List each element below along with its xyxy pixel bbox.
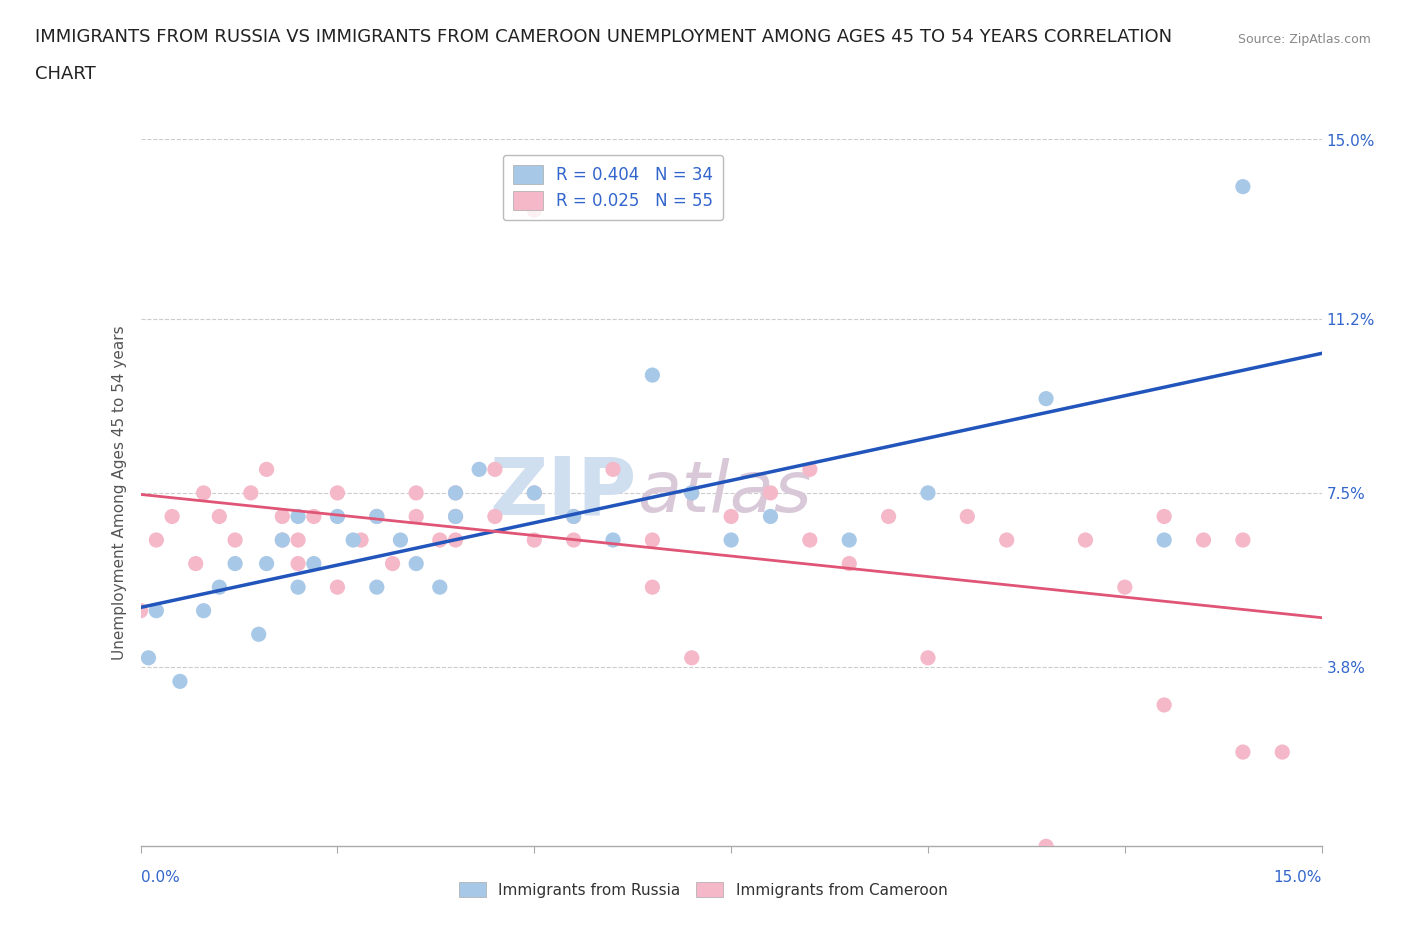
- Point: [366, 579, 388, 594]
- Point: [287, 556, 309, 571]
- Point: [381, 556, 404, 571]
- Point: [208, 579, 231, 594]
- Point: [1035, 839, 1057, 854]
- Legend: Immigrants from Russia, Immigrants from Cameroon: Immigrants from Russia, Immigrants from …: [453, 875, 953, 904]
- Point: [1192, 533, 1215, 548]
- Point: [429, 533, 451, 548]
- Point: [523, 533, 546, 548]
- Point: [484, 462, 506, 477]
- Point: [366, 509, 388, 524]
- Point: [1232, 179, 1254, 194]
- Point: [184, 556, 207, 571]
- Point: [917, 485, 939, 500]
- Text: ZIP: ZIP: [489, 454, 637, 532]
- Point: [366, 509, 388, 524]
- Point: [562, 533, 585, 548]
- Point: [562, 509, 585, 524]
- Point: [1035, 392, 1057, 406]
- Point: [193, 485, 215, 500]
- Point: [523, 485, 546, 500]
- Point: [602, 462, 624, 477]
- Point: [956, 509, 979, 524]
- Point: [326, 509, 349, 524]
- Point: [877, 509, 900, 524]
- Point: [444, 509, 467, 524]
- Point: [405, 556, 427, 571]
- Point: [239, 485, 262, 500]
- Point: [641, 367, 664, 382]
- Point: [602, 533, 624, 548]
- Point: [838, 556, 860, 571]
- Point: [129, 604, 152, 618]
- Point: [287, 579, 309, 594]
- Text: IMMIGRANTS FROM RUSSIA VS IMMIGRANTS FROM CAMEROON UNEMPLOYMENT AMONG AGES 45 TO: IMMIGRANTS FROM RUSSIA VS IMMIGRANTS FRO…: [35, 28, 1173, 46]
- Point: [1074, 533, 1097, 548]
- Point: [1153, 509, 1175, 524]
- Point: [256, 462, 278, 477]
- Point: [468, 462, 491, 477]
- Point: [995, 533, 1018, 548]
- Point: [759, 485, 782, 500]
- Legend: R = 0.404   N = 34, R = 0.025   N = 55: R = 0.404 N = 34, R = 0.025 N = 55: [503, 155, 723, 220]
- Point: [224, 533, 246, 548]
- Point: [1114, 579, 1136, 594]
- Point: [799, 462, 821, 477]
- Point: [1153, 533, 1175, 548]
- Point: [287, 533, 309, 548]
- Point: [562, 509, 585, 524]
- Point: [405, 509, 427, 524]
- Point: [208, 509, 231, 524]
- Point: [838, 533, 860, 548]
- Point: [799, 533, 821, 548]
- Text: 15.0%: 15.0%: [1274, 870, 1322, 884]
- Point: [160, 509, 183, 524]
- Point: [1232, 533, 1254, 548]
- Text: Source: ZipAtlas.com: Source: ZipAtlas.com: [1237, 33, 1371, 46]
- Point: [193, 604, 215, 618]
- Point: [1271, 745, 1294, 760]
- Point: [302, 509, 325, 524]
- Point: [145, 533, 167, 548]
- Point: [326, 579, 349, 594]
- Point: [1153, 698, 1175, 712]
- Point: [720, 533, 742, 548]
- Point: [523, 203, 546, 218]
- Point: [720, 509, 742, 524]
- Point: [326, 485, 349, 500]
- Point: [444, 509, 467, 524]
- Point: [444, 485, 467, 500]
- Point: [169, 674, 191, 689]
- Point: [287, 509, 309, 524]
- Point: [681, 485, 703, 500]
- Point: [641, 579, 664, 594]
- Point: [256, 556, 278, 571]
- Point: [138, 650, 160, 665]
- Point: [271, 509, 294, 524]
- Point: [429, 579, 451, 594]
- Point: [342, 533, 364, 548]
- Point: [145, 604, 167, 618]
- Point: [271, 533, 294, 548]
- Point: [224, 556, 246, 571]
- Point: [917, 650, 939, 665]
- Text: CHART: CHART: [35, 65, 96, 83]
- Y-axis label: Unemployment Among Ages 45 to 54 years: Unemployment Among Ages 45 to 54 years: [112, 326, 128, 660]
- Point: [484, 509, 506, 524]
- Point: [523, 485, 546, 500]
- Text: atlas: atlas: [637, 458, 811, 527]
- Point: [681, 485, 703, 500]
- Point: [681, 650, 703, 665]
- Text: 0.0%: 0.0%: [141, 870, 180, 884]
- Point: [444, 485, 467, 500]
- Point: [389, 533, 412, 548]
- Point: [350, 533, 373, 548]
- Point: [759, 509, 782, 524]
- Point: [444, 533, 467, 548]
- Point: [1232, 745, 1254, 760]
- Point: [405, 485, 427, 500]
- Point: [271, 533, 294, 548]
- Point: [641, 533, 664, 548]
- Point: [247, 627, 270, 642]
- Point: [302, 556, 325, 571]
